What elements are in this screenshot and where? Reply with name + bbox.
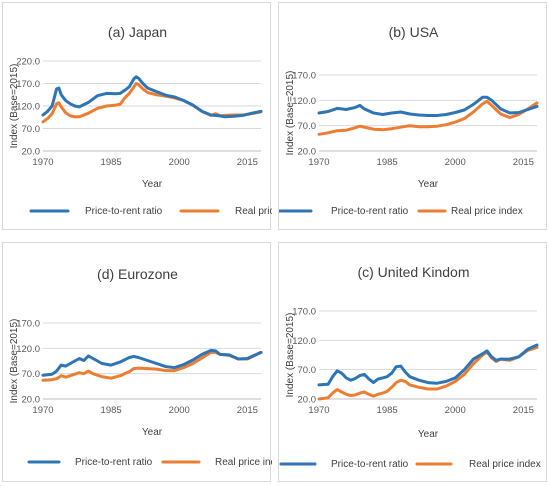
y-axis-title: Index (Base=2015) xyxy=(9,319,20,404)
legend-label-price-to-rent: Price-to-rent ratio xyxy=(85,206,163,217)
chart-title: (c) United Kindom xyxy=(357,264,469,280)
y-tick-label: 70.0 xyxy=(22,369,41,380)
y-axis-title: Index (Base=2015) xyxy=(9,64,20,149)
legend-label-real-price: Real price index xyxy=(451,206,523,217)
legend-label-real-price: Real price index xyxy=(235,206,272,217)
x-tick-label: 1970 xyxy=(32,157,53,168)
chart-panel-eurozone: (d) Eurozone 170.0 120.0 70.0 20.0 1970 1985 20… xyxy=(2,242,272,482)
x-tick-label: 1985 xyxy=(377,157,398,168)
series-line-price-to-rent xyxy=(41,348,263,377)
y-axis-title: Index (Base=2015) xyxy=(285,71,296,156)
y-tick-label: 20.0 xyxy=(22,147,41,158)
x-tick-label: 2015 xyxy=(513,157,534,168)
legend-label-real-price: Real price index xyxy=(215,457,272,468)
y-tick-label: 70.0 xyxy=(298,121,317,132)
series-line-price-to-rent xyxy=(41,75,263,119)
chart-title: (a) Japan xyxy=(108,24,167,40)
x-tick-label: 1985 xyxy=(101,157,122,168)
legend-label-price-to-rent: Price-to-rent ratio xyxy=(331,459,409,470)
x-axis-title: Year xyxy=(142,427,163,438)
y-tick-label: 120.0 xyxy=(16,344,40,355)
y-tick-label: 20.0 xyxy=(298,147,317,158)
y-tick-label: 170.0 xyxy=(16,319,40,330)
x-axis-title: Year xyxy=(418,429,439,440)
x-tick-label: 1985 xyxy=(101,405,122,416)
x-tick-label: 1970 xyxy=(308,157,329,168)
chart-panel-usa: (b) USA 170.0 120.0 70.0 20.0 1970 1985 2000 201… xyxy=(278,2,547,230)
legend-label-price-to-rent: Price-to-rent ratio xyxy=(75,457,153,468)
legend-label-real-price: Real price index xyxy=(469,459,541,470)
y-axis-title: Index (Base=2015) xyxy=(285,313,296,398)
x-tick-label: 2000 xyxy=(169,157,190,168)
x-tick-label: 2015 xyxy=(237,405,258,416)
chart-panel-japan: (a) Japan 220.0 170.0 120.0 70.0 20.0 1970 1985… xyxy=(2,2,272,230)
y-tick-label: 120.0 xyxy=(292,96,316,107)
series-line-price-to-rent xyxy=(317,95,539,117)
x-tick-label: 2015 xyxy=(513,405,534,416)
x-tick-label: 2015 xyxy=(237,157,258,168)
x-axis-title: Year xyxy=(142,179,163,190)
x-tick-label: 2000 xyxy=(169,405,190,416)
chart-title: (b) USA xyxy=(389,24,439,40)
x-tick-label: 1985 xyxy=(377,405,398,416)
y-tick-label: 220.0 xyxy=(16,57,40,68)
y-tick-label: 20.0 xyxy=(22,395,41,406)
chart-panel-uk: (c) United Kindom 170.0 120.0 70.0 20.0 1970 1… xyxy=(278,242,547,482)
y-tick-label: 70.0 xyxy=(22,124,41,135)
series-line-real-price xyxy=(41,350,263,382)
x-tick-label: 2000 xyxy=(445,405,466,416)
series-line-real-price xyxy=(317,99,539,136)
x-axis-title: Year xyxy=(418,179,439,190)
series-line-price-to-rent xyxy=(317,343,539,387)
y-tick-label: 170.0 xyxy=(16,79,40,90)
x-tick-label: 2000 xyxy=(445,157,466,168)
series-line-real-price xyxy=(317,345,539,401)
y-tick-label: 70.0 xyxy=(298,365,317,376)
chart-title: (d) Eurozone xyxy=(97,266,178,282)
y-tick-label: 20.0 xyxy=(298,395,317,406)
y-tick-label: 170.0 xyxy=(292,307,316,318)
x-tick-label: 1970 xyxy=(308,405,329,416)
y-tick-label: 120.0 xyxy=(292,336,316,347)
y-tick-label: 170.0 xyxy=(292,71,316,82)
legend-label-price-to-rent: Price-to-rent ratio xyxy=(331,206,409,217)
y-tick-label: 120.0 xyxy=(16,102,40,113)
x-tick-label: 1970 xyxy=(32,405,53,416)
